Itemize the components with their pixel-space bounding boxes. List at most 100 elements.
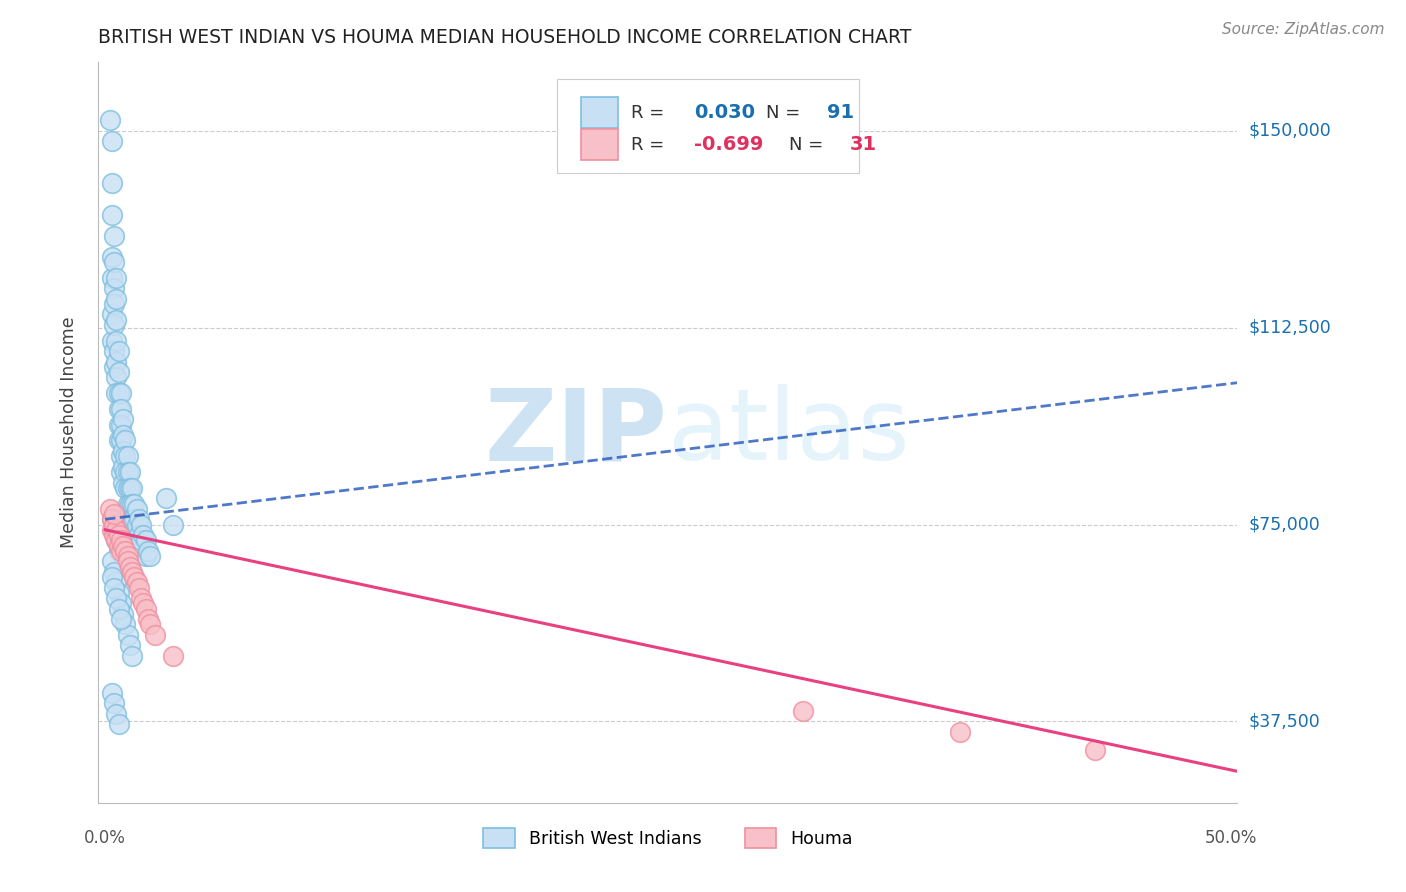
Point [105, 292, 128, 306]
Point [107, 717, 129, 731]
Point [107, 386, 129, 401]
Point [114, 465, 136, 479]
Text: $75,000: $75,000 [1249, 516, 1320, 533]
Text: BRITISH WEST INDIAN VS HOUMA MEDIAN HOUSEHOLD INCOME CORRELATION CHART: BRITISH WEST INDIAN VS HOUMA MEDIAN HOUS… [98, 28, 912, 47]
Point [107, 417, 129, 432]
Point [107, 528, 129, 542]
Text: 91: 91 [827, 103, 855, 122]
Point [118, 638, 141, 652]
Text: $150,000: $150,000 [1249, 121, 1331, 140]
Point [112, 459, 135, 474]
Point [124, 496, 146, 510]
Point [105, 575, 128, 590]
Point [107, 344, 129, 359]
Point [129, 533, 152, 548]
Point [105, 591, 128, 605]
Point [112, 475, 135, 490]
Point [129, 517, 152, 532]
Point [101, 334, 124, 348]
Point [114, 543, 136, 558]
Point [103, 696, 125, 710]
Text: 50.0%: 50.0% [1205, 829, 1257, 847]
Point [103, 344, 125, 359]
Point [117, 549, 139, 563]
Point [114, 434, 136, 448]
Point [136, 612, 159, 626]
Point [98, 113, 121, 128]
Point [101, 270, 124, 285]
Point [98, 501, 121, 516]
Point [125, 575, 148, 590]
Point [101, 208, 124, 222]
Point [101, 176, 124, 190]
Text: $37,500: $37,500 [1249, 713, 1320, 731]
Point [110, 596, 132, 610]
Point [110, 465, 132, 479]
Point [103, 281, 125, 295]
Point [107, 434, 129, 448]
Point [110, 612, 132, 626]
Point [105, 523, 128, 537]
Point [112, 428, 135, 442]
Point [124, 512, 146, 526]
Point [103, 255, 125, 269]
Point [143, 628, 166, 642]
Point [118, 481, 141, 495]
Point [132, 528, 155, 542]
Point [792, 704, 814, 718]
Point [105, 312, 128, 326]
Point [103, 523, 125, 537]
Point [125, 517, 148, 532]
Point [110, 417, 132, 432]
Point [101, 554, 124, 568]
Point [110, 386, 132, 401]
Point [128, 581, 150, 595]
Bar [581, 129, 617, 161]
Point [112, 539, 135, 553]
Point [110, 533, 132, 548]
Point [103, 318, 125, 332]
Point [118, 465, 141, 479]
Point [125, 501, 148, 516]
Point [110, 402, 132, 417]
Point [103, 581, 125, 595]
Point [105, 355, 128, 369]
Point [121, 481, 143, 495]
Point [105, 706, 128, 721]
Point [121, 565, 143, 579]
Point [101, 308, 124, 322]
Point [107, 601, 129, 615]
Point [110, 449, 132, 463]
Point [103, 297, 125, 311]
Point [121, 496, 143, 510]
Point [112, 412, 135, 426]
Point [101, 512, 124, 526]
Text: 0.0%: 0.0% [84, 829, 127, 847]
Text: 31: 31 [851, 135, 877, 154]
Point [101, 134, 124, 148]
Text: -0.699: -0.699 [695, 135, 763, 154]
Legend: British West Indians, Houma: British West Indians, Houma [475, 820, 860, 857]
Point [114, 617, 136, 632]
Point [114, 481, 136, 495]
Point [117, 481, 139, 495]
Text: N =: N = [789, 136, 828, 153]
Text: 0.030: 0.030 [695, 103, 755, 122]
Y-axis label: Median Household Income: Median Household Income [59, 317, 77, 549]
Point [121, 648, 143, 663]
Point [107, 543, 129, 558]
Point [105, 533, 128, 548]
Text: R =: R = [631, 103, 671, 122]
Point [103, 565, 125, 579]
Text: ZIP: ZIP [485, 384, 668, 481]
Point [103, 507, 125, 521]
Point [135, 533, 157, 548]
Point [105, 533, 128, 548]
Point [118, 559, 141, 574]
Point [118, 496, 141, 510]
Point [110, 434, 132, 448]
Point [128, 512, 150, 526]
Point [1084, 743, 1107, 757]
Point [110, 543, 132, 558]
Point [105, 386, 128, 401]
